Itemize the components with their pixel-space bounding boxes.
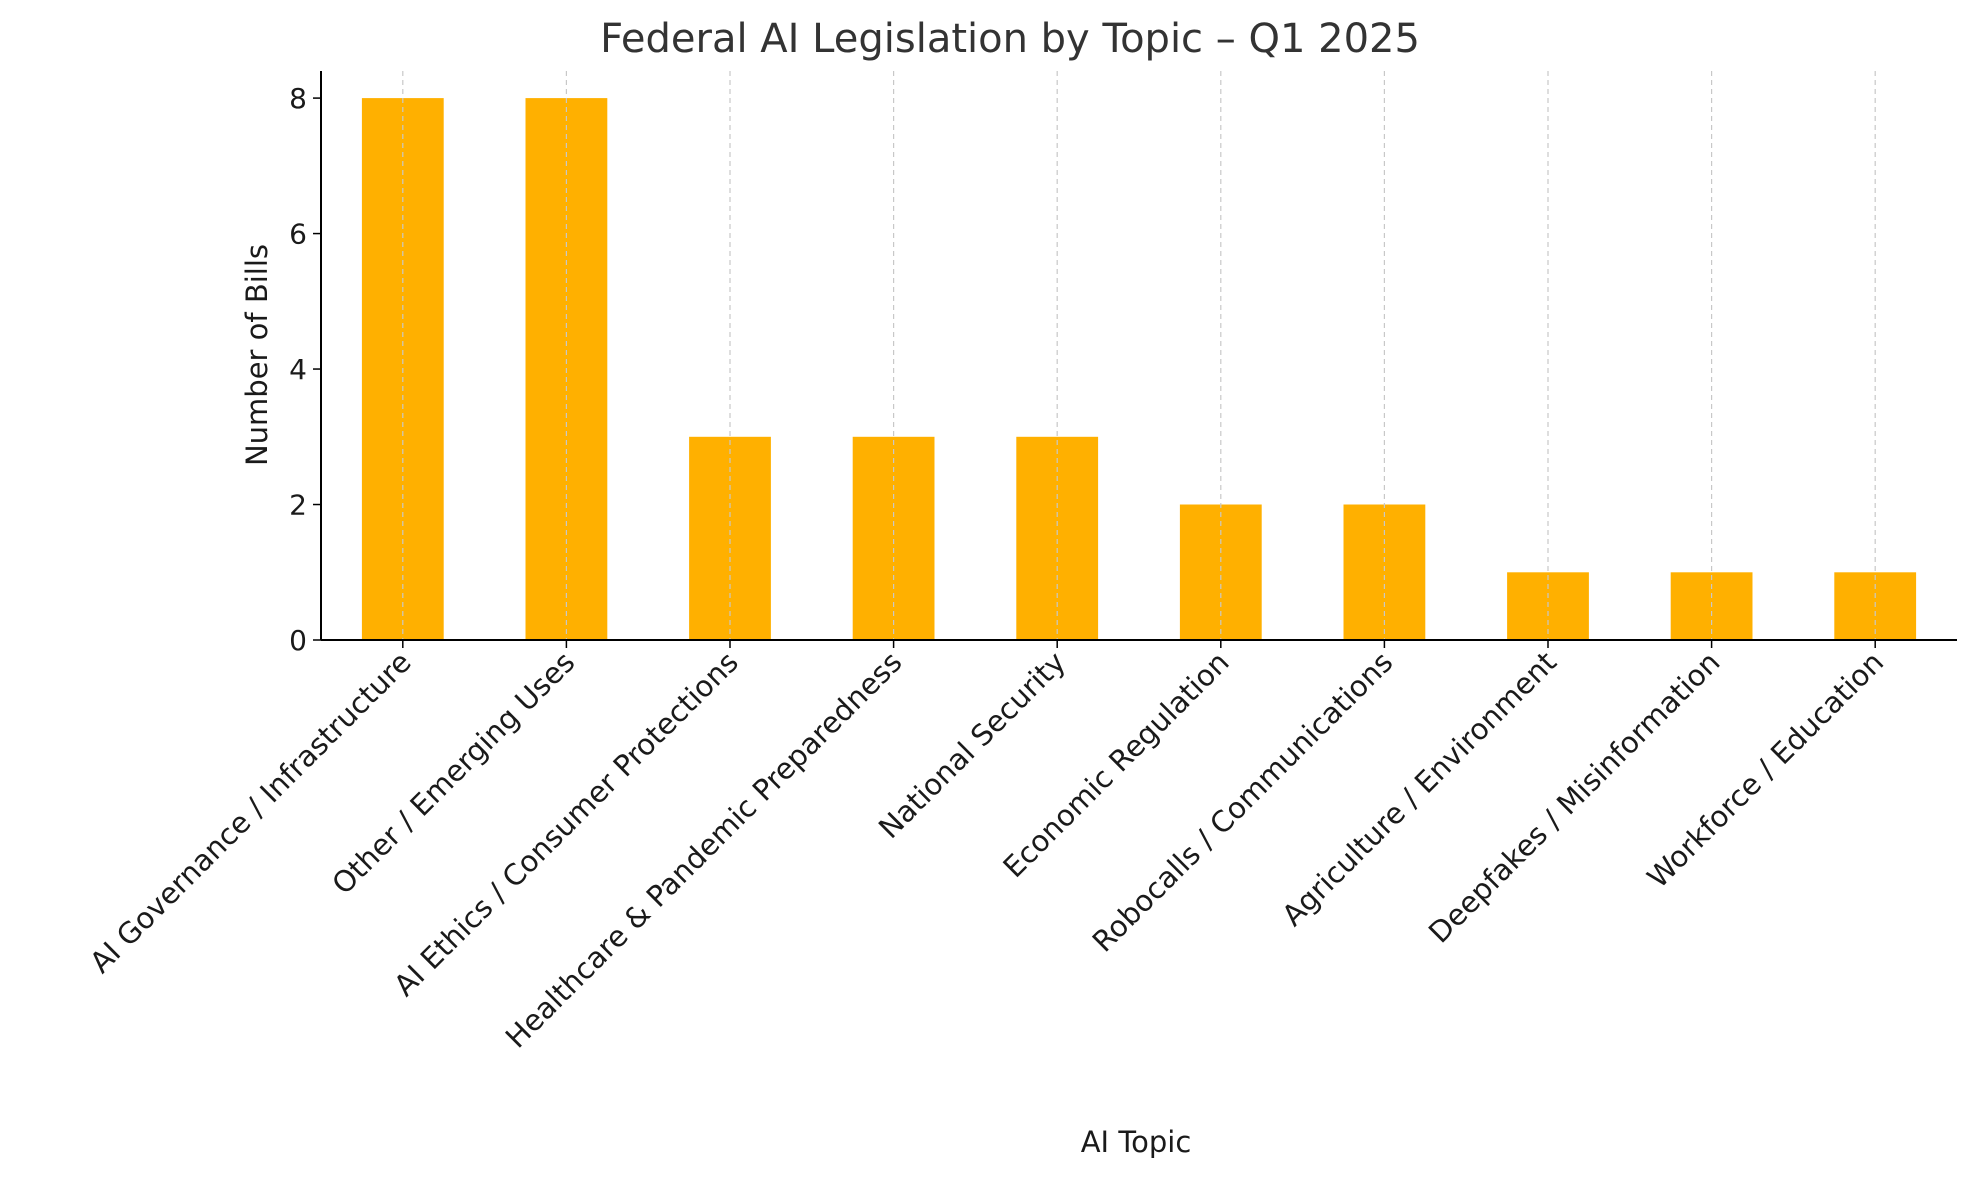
axis-layer — [320, 71, 1957, 641]
x-tick-label-7: Robocalls / Communications — [1086, 645, 1400, 959]
x-tick-label-8: Agriculture / Environment — [1275, 645, 1563, 933]
x-tick-label-9: Deepfakes / Misinformation — [1422, 645, 1727, 950]
y-tick-label-3: 6 — [289, 218, 307, 251]
y-tick-label-0: 0 — [289, 624, 307, 657]
bar-7 — [1343, 504, 1426, 640]
gridline-overlay — [402, 71, 1876, 640]
x-tick-label-1: AI Governance / Infrastructure — [83, 645, 418, 980]
y-tick-label-4: 8 — [289, 82, 307, 115]
y-tick-label-1: 2 — [289, 489, 307, 522]
y-tick-label-2: 4 — [289, 353, 307, 386]
bar-layer — [361, 98, 1917, 641]
chart-title: Federal AI Legislation by Topic – Q1 202… — [600, 16, 1420, 62]
y-tick-layer: 0 2 4 6 8 — [289, 82, 321, 657]
x-axis-title: AI Topic — [1081, 1125, 1192, 1159]
x-tick-label-3: AI Ethics / Consumer Protections — [387, 645, 745, 1003]
bar-6 — [1179, 504, 1262, 640]
y-axis-title: Number of Bills — [240, 244, 274, 466]
